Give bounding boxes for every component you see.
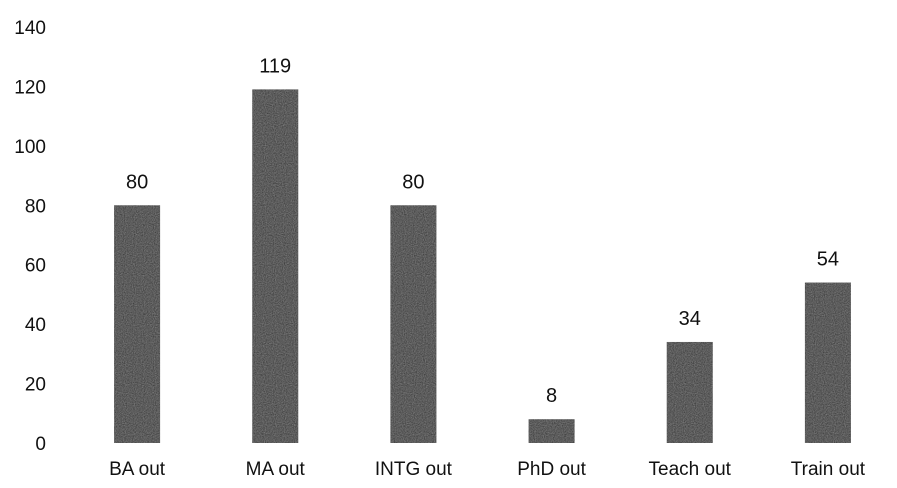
x-tick-label: PhD out [517, 459, 586, 480]
x-tick-label: MA out [246, 459, 306, 480]
x-tick-label: BA out [109, 459, 166, 480]
bar [528, 419, 575, 443]
y-tick-label: 60 [25, 256, 46, 277]
y-tick-label: 140 [14, 18, 46, 39]
x-tick-label: INTG out [375, 459, 453, 480]
y-tick-label: 40 [25, 315, 46, 336]
x-tick-label: Train out [791, 459, 866, 480]
bar [666, 341, 713, 443]
y-tick-label: 100 [14, 137, 46, 158]
bar [390, 205, 437, 443]
data-label: 54 [817, 249, 839, 271]
bar [804, 282, 851, 443]
y-tick-label: 0 [35, 434, 46, 455]
data-labels: 80 119 80 8 34 54 [126, 55, 839, 407]
y-tick-label: 120 [14, 77, 46, 98]
y-tick-label: 80 [25, 196, 46, 217]
y-tick-label: 20 [25, 375, 46, 396]
x-tick-label: Teach out [649, 459, 732, 480]
data-label: 119 [259, 55, 291, 77]
data-label: 80 [402, 171, 424, 193]
bar [252, 89, 299, 444]
data-label: 34 [679, 308, 701, 330]
bar [114, 205, 161, 443]
bars [114, 89, 851, 444]
x-axis: BA out MA out INTG out PhD out Teach out Trai… [109, 459, 866, 480]
data-label: 8 [546, 385, 557, 407]
data-label: 80 [126, 171, 148, 193]
y-axis: 0 20 40 60 80 100 120 140 [14, 18, 46, 455]
